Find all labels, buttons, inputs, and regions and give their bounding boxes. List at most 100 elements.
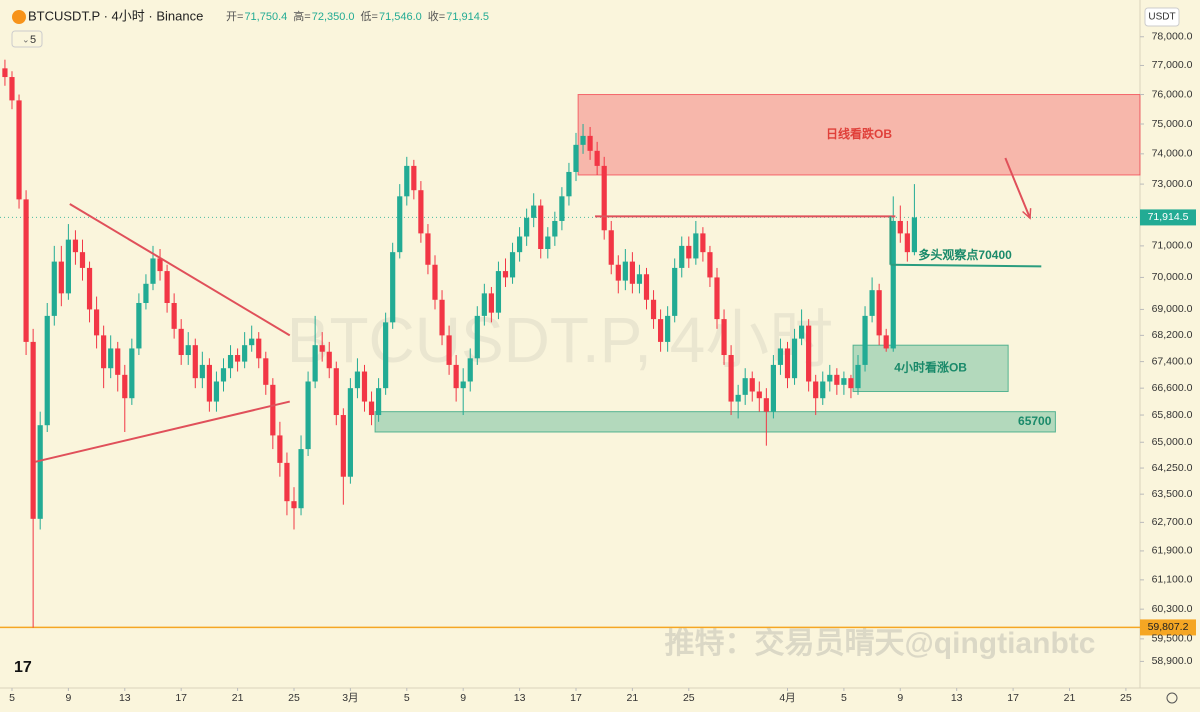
- candle-body: [791, 338, 798, 379]
- candle-body: [425, 233, 431, 265]
- candle-body: [615, 264, 621, 281]
- credit: 推特：交易员晴天@qingtianbtc: [665, 626, 1096, 660]
- ohlc-value: 71,914.5: [446, 11, 489, 23]
- x-tick-label: 13: [514, 692, 526, 704]
- candle-body: [897, 220, 903, 234]
- candle-body: [841, 378, 847, 385]
- candle-body: [58, 261, 64, 294]
- candle-body: [707, 252, 713, 278]
- candle-body: [298, 449, 304, 509]
- candle-body: [115, 348, 121, 375]
- candle-body: [636, 274, 643, 284]
- candle-body: [284, 462, 290, 502]
- candle-body: [566, 171, 572, 197]
- candle-body: [488, 293, 494, 313]
- zone: [374, 411, 1056, 433]
- y-tick-label: 59,500.0: [1152, 633, 1193, 645]
- trend-line: [69, 203, 291, 337]
- candle-body: [735, 394, 741, 402]
- zone: [852, 344, 1009, 393]
- candle-body: [481, 293, 487, 316]
- candle-body: [820, 381, 826, 399]
- settings-icon[interactable]: [1166, 692, 1178, 704]
- x-tick-label: 25: [288, 692, 300, 704]
- candle-body: [580, 135, 586, 145]
- candle-body: [446, 335, 452, 365]
- y-tick-label: 69,000.0: [1152, 303, 1193, 315]
- x-tick-label: 21: [627, 692, 639, 704]
- candle-body: [573, 144, 579, 172]
- candle-body: [559, 196, 565, 221]
- candle-body: [333, 368, 339, 416]
- candle-body: [460, 381, 466, 389]
- candle-body: [249, 338, 255, 346]
- candle-body: [911, 217, 917, 253]
- zone: [577, 94, 1141, 176]
- candle-body: [524, 217, 530, 237]
- currency-box[interactable]: [1144, 7, 1180, 27]
- candle-body: [93, 309, 100, 336]
- candle-body: [192, 345, 198, 379]
- candle-body: [129, 348, 135, 399]
- candle-body: [650, 299, 657, 320]
- x-tick-label: 17: [175, 692, 187, 704]
- candle-body: [368, 401, 375, 416]
- candle-body: [714, 277, 720, 320]
- candle-body: [305, 381, 311, 450]
- ohlc-value: 71,750.4: [244, 11, 287, 23]
- x-tick-label: 9: [460, 692, 466, 704]
- ohlc: 开= 71,750.4 高= 72,350.0 低= 71,546.0 收= 71,914.5: [226, 9, 489, 23]
- candle-body: [326, 351, 332, 369]
- candle-body: [453, 364, 459, 389]
- candle-body: [23, 199, 29, 342]
- candle-body: [256, 338, 262, 359]
- candle-body: [375, 388, 382, 416]
- candle-body: [65, 239, 71, 294]
- candle-body: [383, 322, 389, 389]
- candle-body: [72, 239, 79, 253]
- candle-body: [862, 315, 868, 365]
- trend-line: [35, 400, 290, 463]
- candle-body: [629, 261, 635, 284]
- candle-body: [227, 355, 234, 369]
- candle-body: [538, 205, 544, 250]
- x-tick-label: 5: [9, 692, 15, 704]
- y-tick-label: 65,000.0: [1152, 436, 1193, 448]
- candle-body: [199, 364, 205, 379]
- candle-body: [220, 368, 227, 382]
- candle-body: [495, 271, 502, 313]
- candle-body: [813, 381, 819, 399]
- x-tick-label: 13: [951, 692, 963, 704]
- candle-body: [502, 271, 509, 278]
- candle-body: [277, 435, 283, 463]
- y-tick-label: 61,100.0: [1152, 574, 1193, 586]
- candle-body: [679, 245, 685, 268]
- candle-body: [608, 230, 614, 265]
- coin-icon: [12, 10, 26, 24]
- candle-body: [700, 233, 706, 253]
- x-tick-label: 21: [232, 692, 244, 704]
- candle-body: [665, 315, 671, 342]
- candle-body: [876, 290, 882, 336]
- plot: [0, 59, 1141, 629]
- candle-body: [291, 501, 297, 509]
- candle-body: [756, 391, 762, 399]
- candle-body: [319, 345, 325, 352]
- candle-body: [390, 252, 396, 323]
- y-tick-label: 70,000.0: [1152, 271, 1193, 283]
- x-tick-label: 25: [1120, 692, 1132, 704]
- candle-body: [432, 264, 438, 300]
- candle-body: [157, 258, 163, 272]
- candle-body: [16, 100, 22, 200]
- ohlc-value: 72,350.0: [312, 11, 355, 23]
- x-tick-label: 21: [1064, 692, 1076, 704]
- ohlc-name: 低=: [361, 10, 378, 23]
- candle-body: [834, 374, 840, 385]
- candle-body: [30, 341, 36, 519]
- y-tick-label: 62,700.0: [1152, 516, 1193, 528]
- line-label: 多头观察点70400: [918, 247, 1012, 262]
- indicator-box[interactable]: [11, 30, 43, 48]
- candle-body: [164, 271, 170, 303]
